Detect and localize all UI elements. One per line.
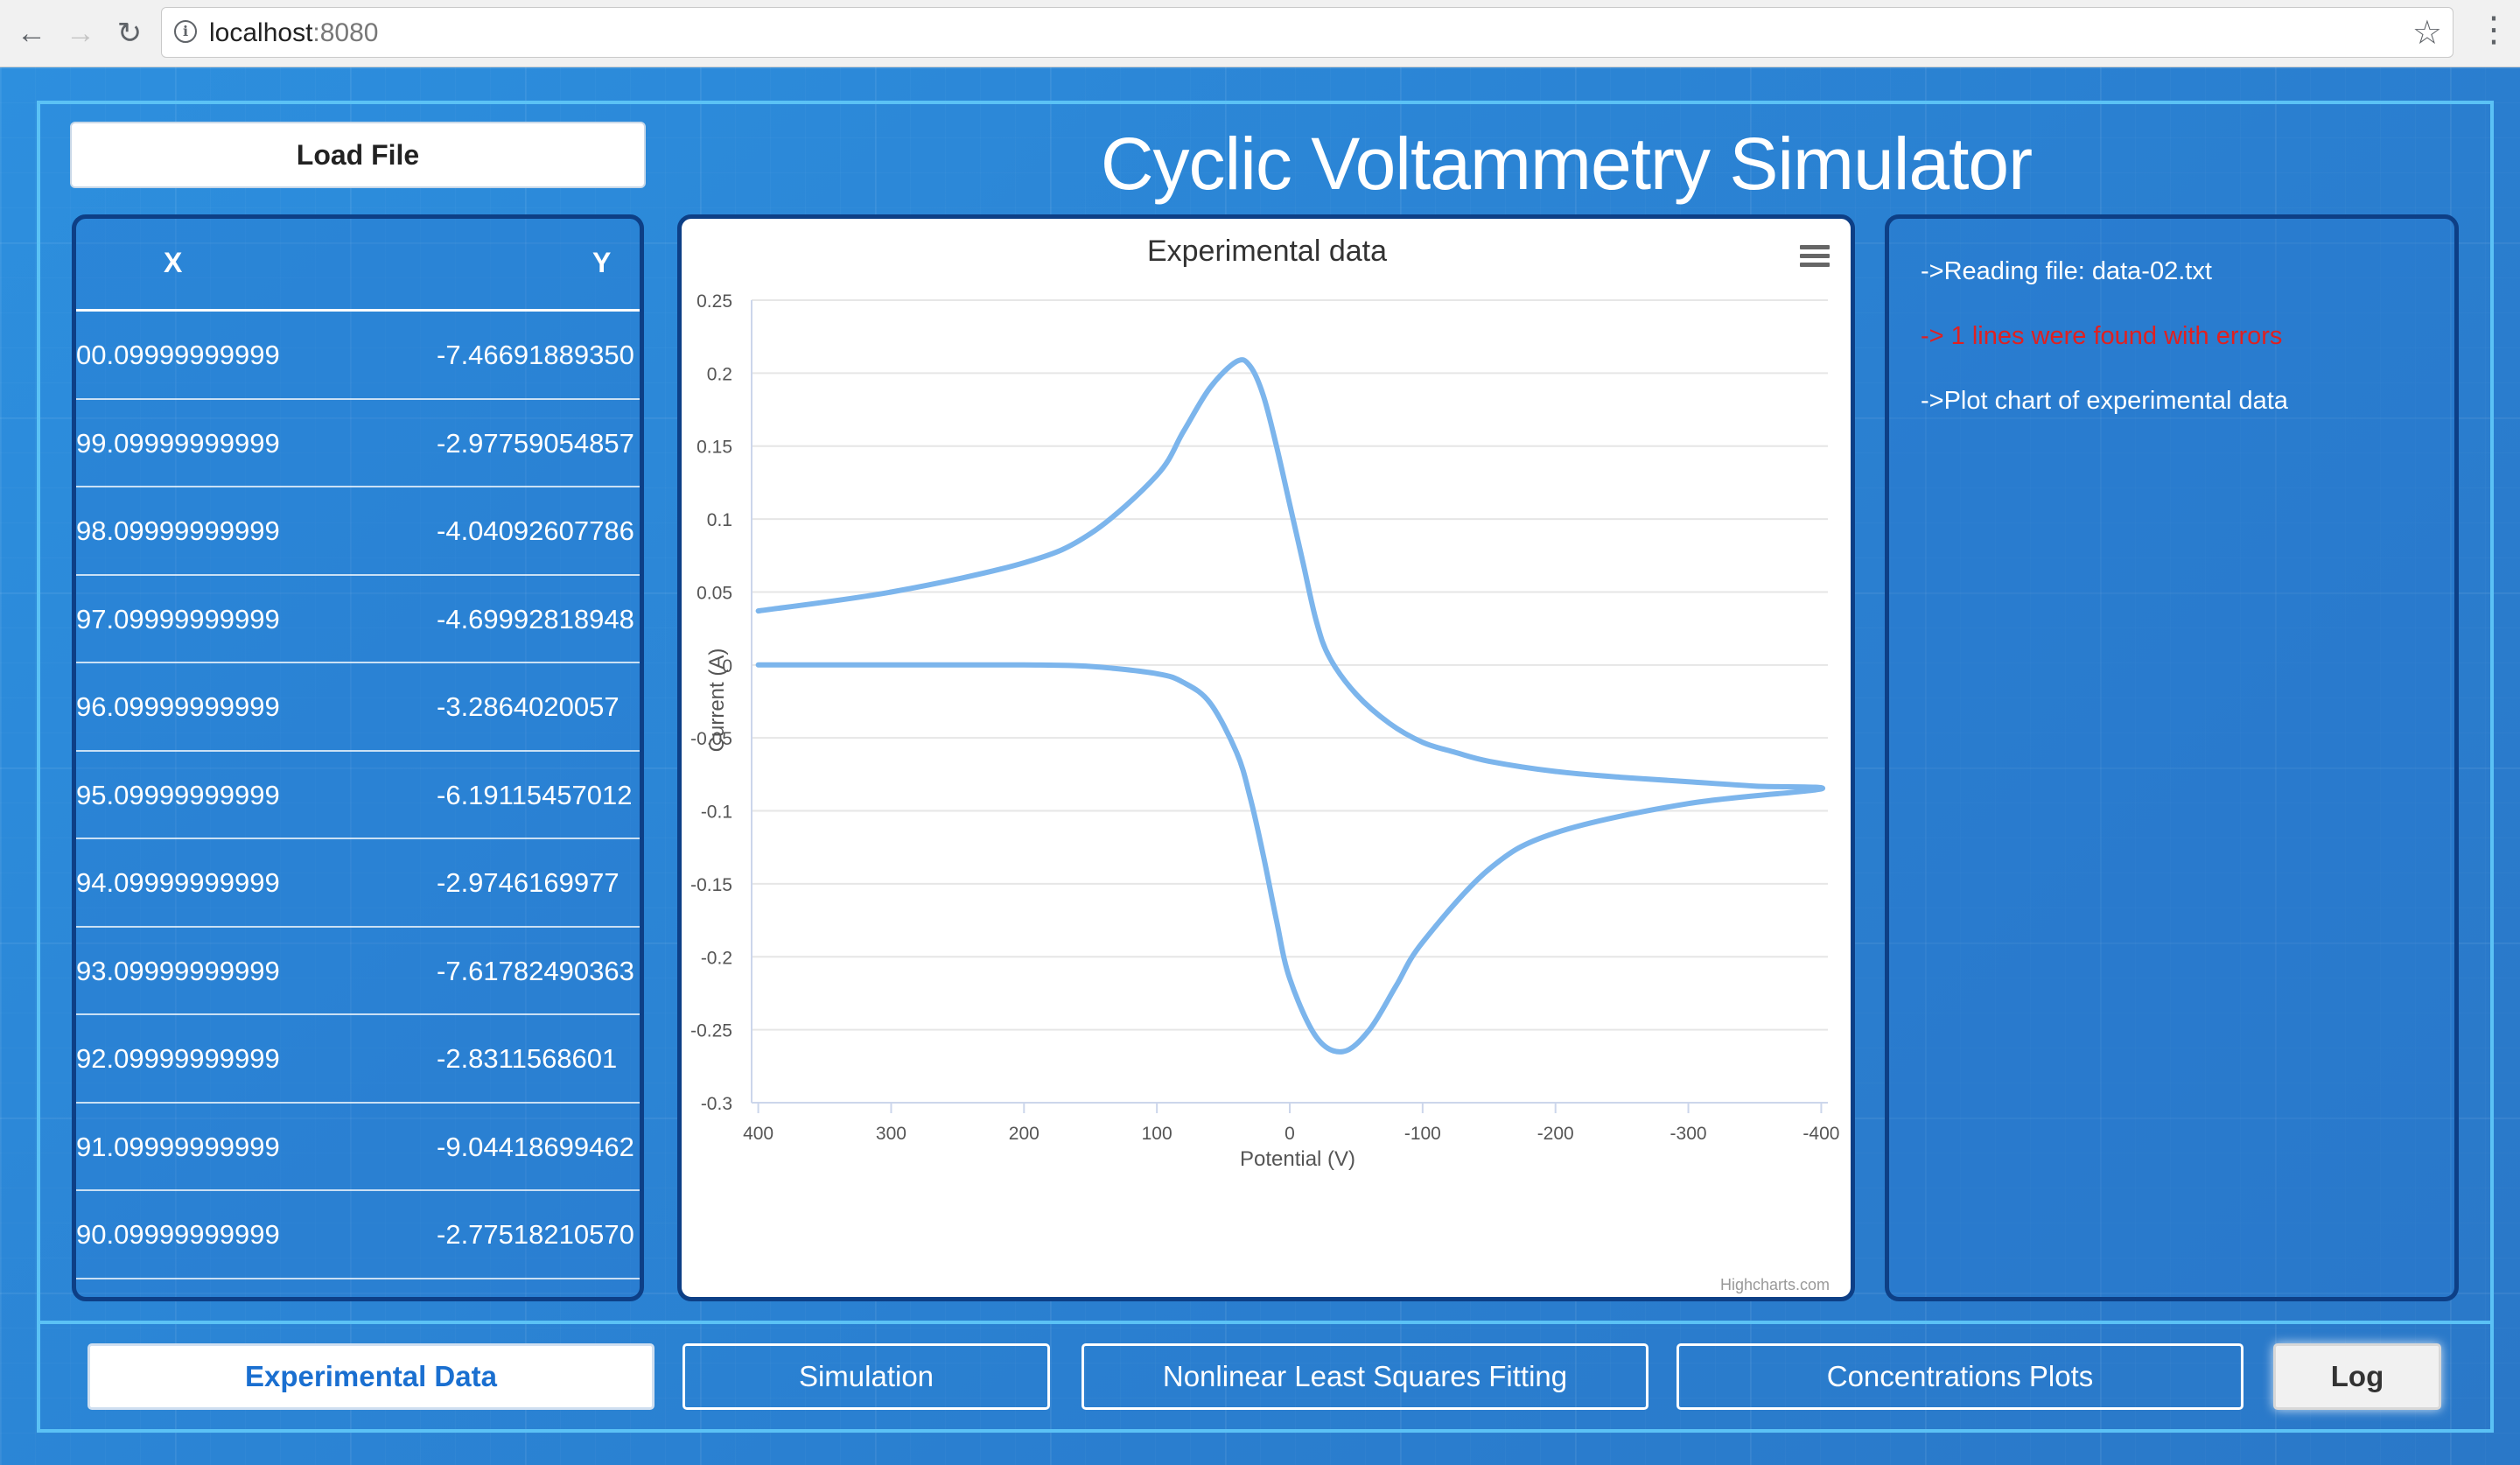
table-row[interactable]: 95.09999999999 -6.19115457012 <box>76 752 640 839</box>
y-tick-label: -0.25 <box>690 1021 732 1041</box>
address-bar[interactable]: i localhost:8080 ☆ <box>161 7 2454 58</box>
x-tick-label: 0 <box>1284 1124 1295 1144</box>
x-tick-label: -100 <box>1404 1124 1441 1144</box>
table-row[interactable]: 98.09999999999 -4.04092607786 <box>76 487 640 576</box>
table-row[interactable]: 93.09999999999 -7.61782490363 <box>76 928 640 1015</box>
x-tick-label: -200 <box>1537 1124 1574 1144</box>
chart-credit[interactable]: Highcharts.com <box>1720 1276 1830 1293</box>
app-root: Load File Cyclic Voltammetry Simulator X… <box>0 67 2520 1465</box>
reload-icon[interactable]: ↻ <box>116 17 143 50</box>
x-axis-label: Potential (V) <box>1240 1147 1355 1171</box>
y-tick-label: -0.3 <box>701 1094 732 1114</box>
cell-y: -4.04092607786 <box>437 515 634 546</box>
x-tick-label: -300 <box>1670 1124 1707 1144</box>
table-body[interactable]: 00.09999999999 -7.46691889350 99.099999999… <box>76 312 640 1279</box>
tab-nonlinear-fitting[interactable]: Nonlinear Least Squares Fitting <box>1082 1343 1648 1410</box>
y-tick-label: 0.15 <box>696 438 732 458</box>
cell-x: 91.09999999999 <box>76 1131 280 1162</box>
column-header-y: Y <box>592 247 612 278</box>
table-header: X Y <box>76 219 640 312</box>
cell-y: -2.8311568601 <box>437 1043 618 1074</box>
load-file-button[interactable]: Load File <box>70 122 646 188</box>
address-url[interactable]: localhost:8080 <box>209 18 378 48</box>
page-title: Cyclic Voltammetry Simulator <box>1100 123 2033 205</box>
chart-panel: Experimental data 0.25 0.2 0.15 0.1 0.05 0 -0.… <box>677 214 1855 1301</box>
x-tick-label: 400 <box>743 1124 774 1144</box>
y-tick-label: 0.1 <box>707 510 732 530</box>
tab-experimental-data[interactable]: Experimental Data <box>88 1343 654 1410</box>
log-line-error: -> 1 lines were found with errors <box>1921 322 2283 350</box>
table-row[interactable]: 91.09999999999 -9.04418699462 <box>76 1104 640 1191</box>
cell-x: 00.09999999999 <box>76 340 280 370</box>
url-host: localhost <box>209 18 313 47</box>
cell-y: -3.2864020057 <box>437 691 620 722</box>
log-line: ->Reading file: data-02.txt <box>1921 257 2212 285</box>
y-tick-label: 0 <box>722 656 732 676</box>
back-icon[interactable]: ← <box>17 17 46 50</box>
browser-toolbar: ← → ↻ i localhost:8080 ☆ ⋮ <box>0 0 2520 67</box>
cell-x: 97.09999999999 <box>76 603 280 634</box>
cell-x: 94.09999999999 <box>76 867 280 898</box>
y-tick-label: -0.2 <box>701 948 732 968</box>
table-row[interactable]: 92.09999999999 -2.8311568601 <box>76 1015 640 1104</box>
y-tick-label: 0.2 <box>707 364 732 384</box>
cell-y: -2.97759054857 <box>437 427 634 459</box>
cell-x: 90.09999999999 <box>76 1219 280 1250</box>
x-tick-label: 300 <box>876 1124 906 1144</box>
chart-menu-icon[interactable] <box>1800 245 1831 268</box>
y-tick-label: -0.1 <box>701 803 732 823</box>
x-axis-ticks: 400 300 200 100 0 -100 -200 -300 -400 <box>743 1103 1839 1144</box>
app-frame <box>37 101 2494 1433</box>
cell-x: 96.09999999999 <box>76 691 280 722</box>
table-row[interactable]: 96.09999999999 -3.2864020057 <box>76 663 640 752</box>
table-row[interactable]: 90.09999999999 -2.77518210570 <box>76 1191 640 1279</box>
y-tick-label: 0.05 <box>696 583 732 603</box>
series-line <box>755 357 1826 1055</box>
cell-x: 98.09999999999 <box>76 515 280 546</box>
tab-concentrations-plots[interactable]: Concentrations Plots <box>1676 1343 2244 1410</box>
tab-log[interactable]: Log <box>2273 1343 2441 1410</box>
table-row[interactable]: 00.09999999999 -7.46691889350 <box>76 312 640 400</box>
bookmark-star-icon[interactable]: ☆ <box>2412 15 2442 52</box>
y-tick-label: -0.15 <box>690 875 732 895</box>
y-axis-ticks: 0.25 0.2 0.15 0.1 0.05 0 -0.05 -0.1 -0.15 -0.2 -0.… <box>690 291 732 1114</box>
cell-y: -7.46691889350 <box>437 340 634 370</box>
log-panel: ->Reading file: data-02.txt -> 1 lines w… <box>1885 214 2459 1301</box>
y-tick-label: -0.05 <box>690 729 732 749</box>
data-table-panel: X Y 00.09999999999 -7.46691889350 99.09999… <box>72 214 644 1301</box>
cv-chart: Experimental data 0.25 0.2 0.15 0.1 0.05 0 -0.… <box>690 235 1839 1293</box>
table-row[interactable]: 94.09999999999 -2.9746169977 <box>76 839 640 928</box>
cell-x: 93.09999999999 <box>76 955 280 986</box>
info-icon[interactable]: i <box>174 20 197 43</box>
cell-y: -4.69992818948 <box>437 603 634 634</box>
cell-x: 95.09999999999 <box>76 779 280 810</box>
browser-menu-icon[interactable]: ⋮ <box>2476 11 2511 49</box>
frame-divider <box>37 1321 2494 1324</box>
column-header-x: X <box>164 247 183 278</box>
cell-y: -9.04418699462 <box>437 1131 634 1162</box>
tab-simulation[interactable]: Simulation <box>682 1343 1050 1410</box>
x-tick-label: 200 <box>1009 1124 1040 1144</box>
url-port: :8080 <box>312 18 379 47</box>
x-tick-label: 100 <box>1142 1124 1172 1144</box>
cell-y: -2.77518210570 <box>437 1219 634 1250</box>
cell-x: 92.09999999999 <box>76 1043 280 1074</box>
cell-y: -7.61782490363 <box>437 955 634 986</box>
table-row[interactable]: 99.09999999999 -2.97759054857 <box>76 400 640 487</box>
y-axis-label: Current (A) <box>705 648 729 753</box>
y-tick-label: 0.25 <box>696 291 732 312</box>
forward-icon[interactable]: → <box>66 17 95 50</box>
cell-y: -2.9746169977 <box>437 867 620 898</box>
cell-x: 99.09999999999 <box>76 427 280 459</box>
log-line: ->Plot chart of experimental data <box>1921 387 2288 415</box>
table-row[interactable]: 97.09999999999 -4.69992818948 <box>76 576 640 663</box>
x-tick-label: -400 <box>1802 1124 1839 1144</box>
chart-title: Experimental data <box>1147 235 1387 268</box>
cell-y: -6.19115457012 <box>437 779 633 810</box>
